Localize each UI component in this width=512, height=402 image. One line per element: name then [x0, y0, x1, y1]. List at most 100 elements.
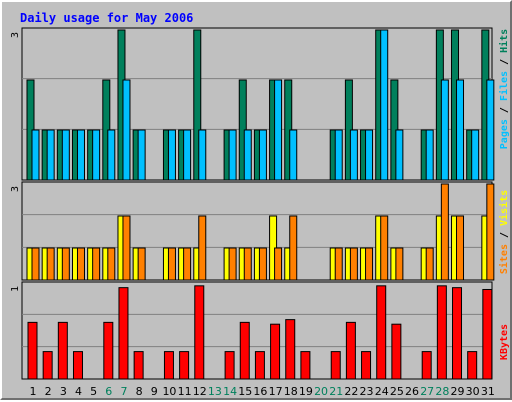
files-bar-day-27 — [425, 129, 434, 181]
files-bar-day-12 — [198, 129, 207, 181]
sites-bar-day-10 — [167, 247, 176, 281]
files-bar-day-17 — [274, 79, 283, 181]
sites-bar-day-6 — [107, 247, 116, 281]
sites-bar-day-16 — [258, 247, 267, 281]
kbytes-bar-day-14 — [224, 351, 235, 380]
files-bar-day-1 — [31, 129, 40, 181]
kbytes-bar-day-6 — [103, 321, 114, 380]
kbytes-bar-day-21 — [330, 351, 341, 380]
kbytes-bar-day-25 — [391, 323, 402, 380]
x-tick-label-day-14: 14 — [223, 385, 237, 398]
kbytes-bar-day-4 — [72, 351, 83, 380]
sites-bar-day-7 — [122, 215, 131, 281]
sites-bar-day-5 — [92, 247, 101, 281]
files-bar-day-14 — [228, 129, 237, 181]
kbytes-bar-day-12 — [194, 285, 205, 380]
sites-bar-day-28 — [440, 183, 449, 281]
kbytes-bar-day-8 — [133, 351, 144, 380]
sites-bar-day-14 — [228, 247, 237, 281]
y-max-label-2: 3 — [10, 186, 21, 192]
kbytes-bar-day-22 — [345, 321, 356, 380]
x-tick-label-day-12: 12 — [193, 385, 207, 398]
x-tick-label-day-2: 2 — [45, 385, 52, 398]
kbytes-bar-day-7 — [118, 287, 129, 380]
x-tick-label-day-11: 11 — [178, 385, 192, 398]
kbytes-bar-day-28 — [436, 285, 447, 380]
sites-bar-day-2 — [46, 247, 55, 281]
files-bar-day-3 — [61, 129, 70, 181]
sites-bar-day-24 — [380, 215, 389, 281]
kbytes-bar-day-27 — [421, 351, 432, 380]
files-bar-day-6 — [107, 129, 116, 181]
files-bar-day-18 — [289, 129, 298, 181]
sites-bar-day-15 — [243, 247, 252, 281]
sites-bar-day-25 — [395, 247, 404, 281]
kbytes-bar-day-10 — [163, 351, 174, 380]
x-tick-label-day-31: 31 — [481, 385, 495, 398]
sites-bar-day-1 — [31, 247, 40, 281]
legend-label-panel-1: Pages / Files / Hits — [498, 29, 510, 149]
x-tick-label-day-4: 4 — [75, 385, 82, 398]
legend-separator: / — [499, 101, 510, 119]
x-tick-label-day-15: 15 — [238, 385, 252, 398]
sites-bar-day-4 — [76, 247, 85, 281]
kbytes-bar-day-18 — [285, 319, 296, 380]
kbytes-bar-day-1 — [27, 321, 38, 380]
files-bar-day-24 — [380, 29, 389, 181]
kbytes-bar-day-3 — [57, 321, 68, 380]
files-bar-day-10 — [167, 129, 176, 181]
y-max-label-1: 3 — [10, 32, 21, 38]
files-bar-day-5 — [92, 129, 101, 181]
sites-bar-day-3 — [61, 247, 70, 281]
sites-bar-day-21 — [334, 247, 343, 281]
files-bar-day-22 — [349, 129, 358, 181]
kbytes-bar-day-23 — [361, 351, 372, 380]
y-max-label-3: 1 — [10, 286, 21, 292]
chart-title: Daily usage for May 2006 — [20, 11, 193, 25]
legend-separator: / — [499, 53, 510, 71]
files-bar-day-30 — [471, 129, 480, 181]
legend-kbytes: KBytes — [499, 324, 510, 360]
x-tick-label-day-22: 22 — [344, 385, 358, 398]
x-tick-label-day-19: 19 — [299, 385, 313, 398]
sites-bar-day-29 — [456, 215, 465, 281]
sites-bar-day-17 — [274, 247, 283, 281]
files-bar-day-16 — [258, 129, 267, 181]
files-bar-day-15 — [243, 129, 252, 181]
kbytes-bar-day-29 — [452, 287, 463, 380]
files-bar-day-23 — [365, 129, 374, 181]
kbytes-bar-day-30 — [467, 351, 478, 380]
x-tick-label-day-26: 26 — [405, 385, 419, 398]
legend-hits: Hits — [498, 29, 510, 53]
files-bar-day-11 — [183, 129, 192, 181]
sites-bar-day-11 — [183, 247, 192, 281]
sites-bar-day-23 — [365, 247, 374, 281]
legend-label-panel-2: Sites / Visits — [498, 190, 510, 274]
x-tick-label-day-18: 18 — [284, 385, 298, 398]
x-tick-label-day-8: 8 — [136, 385, 143, 398]
x-tick-label-day-23: 23 — [360, 385, 374, 398]
panel-3-background — [21, 281, 493, 380]
legend-files: Files — [498, 71, 510, 101]
files-bar-day-31 — [486, 79, 495, 181]
files-bar-day-29 — [456, 79, 465, 181]
files-bar-day-28 — [440, 79, 449, 181]
legend-pages: Pages — [499, 119, 510, 149]
files-bar-day-2 — [46, 129, 55, 181]
sites-bar-day-31 — [486, 183, 495, 281]
legend-visits: Visits — [498, 190, 510, 226]
files-bar-day-4 — [76, 129, 85, 181]
kbytes-bar-day-15 — [239, 321, 250, 380]
x-tick-label-day-25: 25 — [390, 385, 404, 398]
files-bar-day-7 — [122, 79, 131, 181]
legend-separator: / — [499, 226, 510, 244]
sites-bar-day-18 — [289, 215, 298, 281]
sites-bar-day-27 — [425, 247, 434, 281]
x-tick-label-day-27: 27 — [420, 385, 434, 398]
kbytes-bar-day-17 — [270, 323, 281, 380]
x-tick-label-day-13: 13 — [208, 385, 222, 398]
sites-bar-day-12 — [198, 215, 207, 281]
x-tick-label-day-20: 20 — [314, 385, 328, 398]
